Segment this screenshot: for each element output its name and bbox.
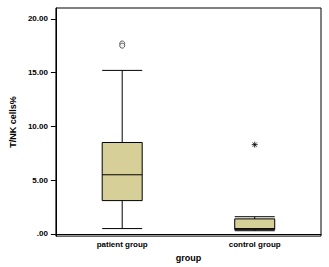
svg-text:T/NK cells%: T/NK cells% — [8, 96, 18, 148]
svg-text:5.00: 5.00 — [32, 176, 48, 185]
svg-text:patient group: patient group — [97, 240, 148, 249]
svg-text:20.00: 20.00 — [28, 14, 49, 23]
svg-text:control group: control group — [229, 240, 281, 249]
svg-text:10.00: 10.00 — [28, 122, 49, 131]
svg-text:group: group — [176, 253, 202, 263]
svg-text:.00: .00 — [37, 229, 49, 238]
svg-text:15.00: 15.00 — [28, 68, 49, 77]
